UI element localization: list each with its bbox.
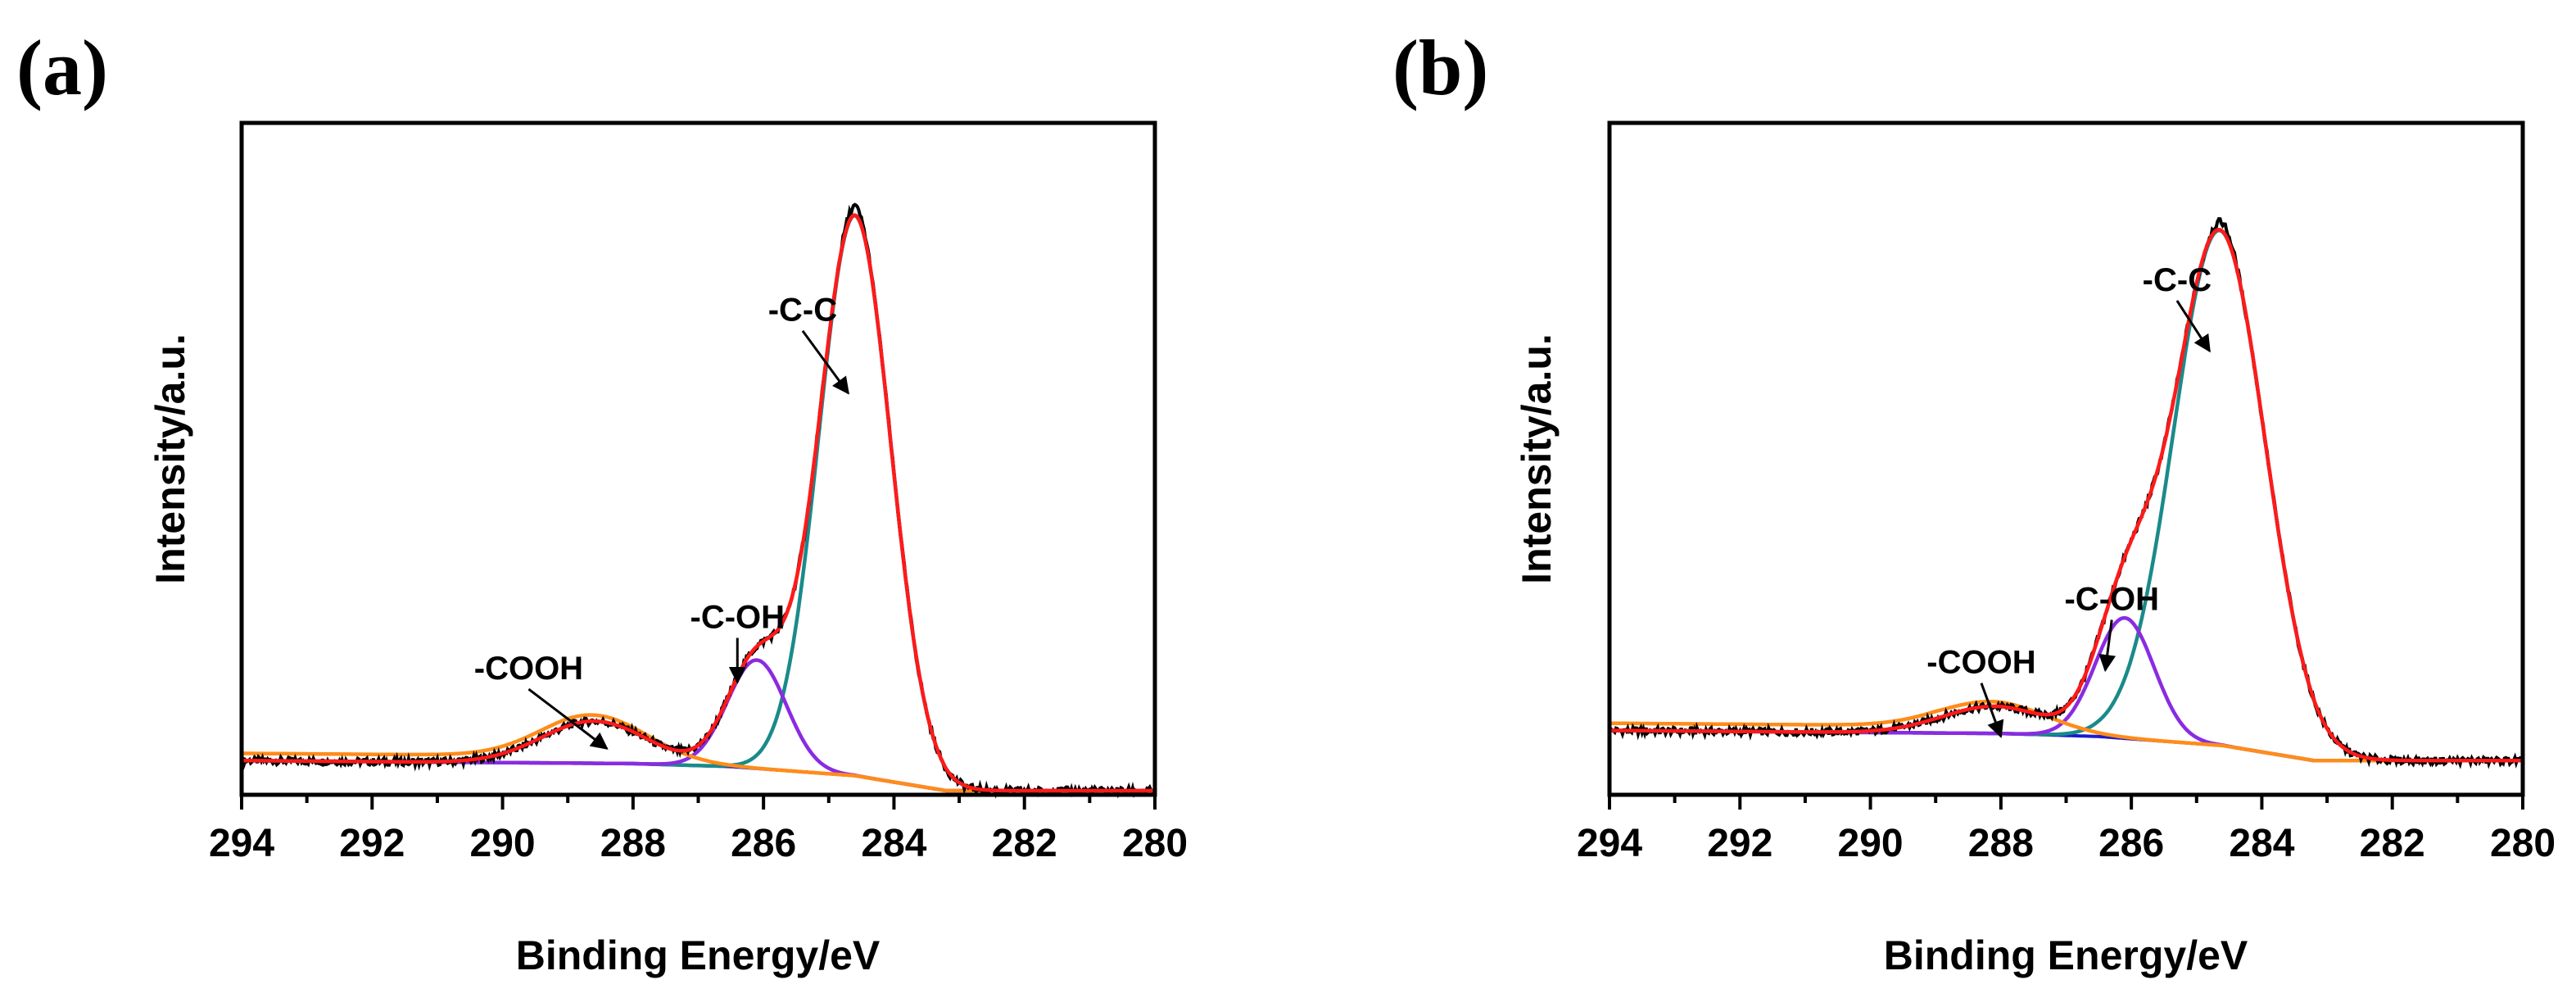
annotation-coh-b: -C-OH (2064, 582, 2159, 618)
annotation-arrow-cooh-b (1980, 683, 2004, 738)
y-axis-title-a: Intensity/a.u. (147, 333, 193, 584)
annotation-cc-b: -C-C (2143, 262, 2212, 298)
x-tick-label-b: 282 (2360, 822, 2425, 865)
annotations-b: -C-C -C-OH -COOH (1926, 262, 2212, 738)
envelope-fit-line-b (1609, 228, 2523, 763)
x-ticks-b: 294 292 290 288 286 284 282 280 (1577, 795, 2556, 865)
x-tick-label-b: 292 (1707, 822, 1772, 865)
annotation-cooh-b: -COOH (1926, 645, 2035, 681)
plot-frame-a (239, 120, 1157, 797)
panel-label-a: (a) (16, 24, 108, 111)
panel-label-b: (b) (1392, 24, 1488, 111)
y-axis-title-b: Intensity/a.u. (1514, 333, 1560, 584)
x-tick-label-b: 280 (2490, 822, 2556, 865)
x-axis-title-b: Binding Energy/eV (1884, 932, 2248, 978)
x-tick-label-a: 290 (470, 822, 536, 865)
x-tick-label-a: 292 (339, 822, 405, 865)
x-tick-label-a: 284 (861, 822, 926, 865)
annotation-coh-a: -C-OH (690, 600, 785, 636)
envelope-fit-line-a (241, 213, 1155, 793)
x-tick-label-b: 286 (2098, 822, 2164, 865)
x-axis-title-a: Binding Energy/eV (516, 932, 881, 978)
peak-cc-b (1609, 228, 2523, 763)
raw-data-line-a (240, 202, 1157, 799)
plot-area-a (240, 202, 1157, 799)
panel-a: (a) 294 292 290 288 286 284 282 280 -C-C-C-OH-C… (16, 24, 1188, 978)
peak-coh-b (1609, 615, 2523, 763)
plot-frame-b (1607, 120, 2525, 797)
x-tick-label-a: 286 (731, 822, 796, 865)
x-tick-label-b: 290 (1838, 822, 1904, 865)
x-tick-label-a: 288 (600, 822, 666, 865)
x-tick-label-a: 282 (992, 822, 1057, 865)
peak-coh-a (242, 658, 1155, 793)
x-ticks-a: 294 292 290 288 286 284 282 280 (209, 795, 1188, 865)
annotations-a: -C-C -C-OH -COOH (474, 293, 849, 750)
annotation-cooh-a: -COOH (474, 651, 583, 687)
raw-data-line-b (1608, 217, 2524, 769)
panel-b: (b) 294 292 290 288 286 284 282 280 -C-C-C-OH-C… (1392, 24, 2556, 978)
x-tick-label-b: 284 (2229, 822, 2294, 865)
annotation-arrow-coh-b (2098, 619, 2116, 673)
annotation-arrow-cc-a (801, 329, 849, 395)
x-tick-label-a: 280 (1122, 822, 1188, 865)
peak-cc-a (242, 213, 1155, 793)
x-tick-label-b: 288 (1968, 822, 2034, 865)
annotation-arrow-cooh-a (527, 687, 609, 750)
x-tick-label-b: 294 (1577, 822, 1642, 865)
plot-area-b (1608, 217, 2524, 769)
annotation-arrow-cc-b (2175, 300, 2211, 353)
x-tick-label-a: 294 (209, 822, 274, 865)
annotation-cc-a: -C-C (768, 293, 837, 329)
